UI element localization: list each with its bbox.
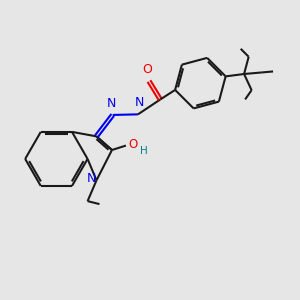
Text: H: H [140, 146, 147, 156]
Text: N: N [86, 172, 96, 185]
Text: O: O [142, 63, 152, 76]
Text: N: N [107, 97, 116, 110]
Text: O: O [128, 138, 138, 151]
Text: N: N [134, 96, 144, 109]
